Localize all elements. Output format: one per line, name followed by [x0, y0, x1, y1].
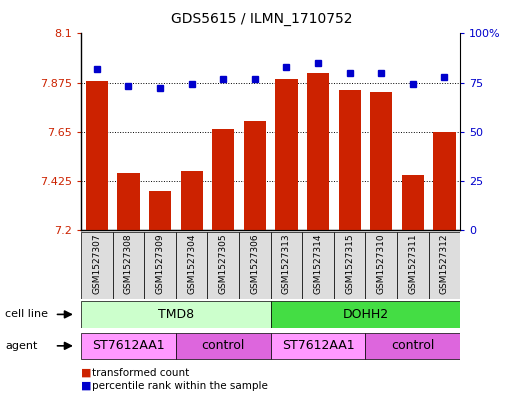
Text: GSM1527310: GSM1527310: [377, 234, 386, 294]
Text: GSM1527315: GSM1527315: [345, 234, 354, 294]
Bar: [112, 232, 144, 299]
Bar: [244, 121, 266, 230]
Bar: [402, 175, 424, 230]
Bar: [86, 81, 108, 230]
Text: GSM1527304: GSM1527304: [187, 234, 196, 294]
Text: GSM1527308: GSM1527308: [124, 234, 133, 294]
Text: control: control: [391, 339, 435, 353]
Bar: [81, 301, 271, 328]
Bar: [334, 232, 366, 299]
Text: control: control: [201, 339, 245, 353]
Text: GSM1527311: GSM1527311: [408, 234, 417, 294]
Text: ST7612AA1: ST7612AA1: [282, 339, 355, 353]
Bar: [81, 232, 112, 299]
Bar: [149, 191, 171, 230]
Bar: [307, 73, 329, 230]
Text: ■: ■: [81, 381, 92, 391]
Bar: [370, 92, 392, 230]
Bar: [180, 171, 203, 230]
Text: GDS5615 / ILMN_1710752: GDS5615 / ILMN_1710752: [170, 12, 353, 26]
Bar: [271, 332, 366, 359]
Text: ST7612AA1: ST7612AA1: [92, 339, 165, 353]
Text: GSM1527312: GSM1527312: [440, 234, 449, 294]
Bar: [302, 232, 334, 299]
Bar: [208, 232, 239, 299]
Bar: [366, 332, 460, 359]
Text: cell line: cell line: [5, 309, 48, 320]
Bar: [429, 232, 460, 299]
Bar: [176, 332, 271, 359]
Text: percentile rank within the sample: percentile rank within the sample: [92, 381, 267, 391]
Bar: [176, 232, 208, 299]
Text: GSM1527305: GSM1527305: [219, 234, 228, 294]
Bar: [397, 232, 429, 299]
Text: agent: agent: [5, 341, 38, 351]
Text: transformed count: transformed count: [92, 367, 189, 378]
Bar: [338, 90, 361, 230]
Text: GSM1527313: GSM1527313: [282, 234, 291, 294]
Bar: [239, 232, 271, 299]
Bar: [81, 332, 176, 359]
Bar: [366, 232, 397, 299]
Bar: [117, 173, 140, 230]
Text: DOHH2: DOHH2: [343, 308, 389, 321]
Bar: [276, 79, 298, 230]
Text: TMD8: TMD8: [158, 308, 194, 321]
Text: GSM1527309: GSM1527309: [155, 234, 165, 294]
Bar: [271, 232, 302, 299]
Bar: [212, 129, 234, 230]
Bar: [144, 232, 176, 299]
Bar: [434, 132, 456, 230]
Text: GSM1527314: GSM1527314: [314, 234, 323, 294]
Bar: [271, 301, 460, 328]
Text: ■: ■: [81, 367, 92, 378]
Text: GSM1527306: GSM1527306: [251, 234, 259, 294]
Text: GSM1527307: GSM1527307: [93, 234, 101, 294]
